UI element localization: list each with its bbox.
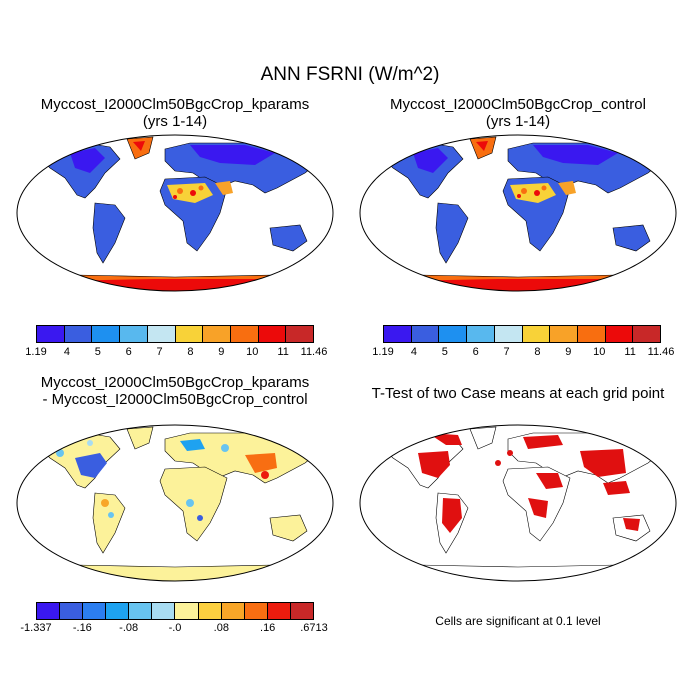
colorbar-swatch <box>147 326 176 342</box>
colorbar-tick-label: -1.337 <box>20 622 52 634</box>
colorbar-kparams-labels: 1.19 4 5 6 7 8 9 10 11 11.46 <box>25 346 327 360</box>
colorbar-swatch <box>37 603 61 619</box>
panel-title-line1: Myccost_I2000Clm50BgcCrop_kparams <box>40 374 310 391</box>
colorbar-swatch <box>550 326 578 342</box>
colorbar-tick-label: 7 <box>156 346 163 358</box>
colorbar-swatch <box>230 326 259 342</box>
colorbar-control-labels: 1.19 4 5 6 7 8 9 10 11 11.46 <box>372 346 674 360</box>
colorbar-difference-labels: -1.337 -.16 -.08 -.0 .08 .16 .6713 <box>20 622 327 636</box>
colorbar-swatch <box>286 326 314 342</box>
colorbar-tick-label: 9 <box>565 346 572 358</box>
colorbar-tick-label: 10 <box>246 346 259 358</box>
colorbar-swatch <box>577 326 606 342</box>
map-control <box>359 134 677 292</box>
colorbar-swatch <box>633 326 661 342</box>
colorbar-kparams <box>36 325 314 343</box>
colorbar-tick-label: 9 <box>218 346 225 358</box>
colorbar-tick-label: -.08 <box>119 622 139 634</box>
colorbar-swatch <box>106 603 130 619</box>
colorbar-swatch <box>605 326 634 342</box>
colorbar-tick-label: 7 <box>503 346 510 358</box>
colorbar-tick-label: 4 <box>63 346 70 358</box>
colorbar-swatch <box>384 326 412 342</box>
colorbar-swatch <box>494 326 523 342</box>
colorbar-swatch <box>439 326 468 342</box>
colorbar-swatch <box>60 603 84 619</box>
colorbar-swatch <box>267 603 291 619</box>
colorbar-difference <box>36 602 314 620</box>
colorbar-tick-label: 1.19 <box>372 346 394 358</box>
map-ttest <box>359 424 677 582</box>
colorbar-swatch <box>64 326 93 342</box>
colorbar-swatch <box>221 603 245 619</box>
significance-note: Cells are significant at 0.1 level <box>435 614 601 628</box>
colorbar-swatch <box>258 326 287 342</box>
map-difference <box>16 424 334 582</box>
colorbar-swatch <box>244 603 268 619</box>
colorbar-tick-label: 6 <box>472 346 479 358</box>
panel-title-kparams: Myccost_I2000Clm50BgcCrop_kparams (yrs 1… <box>15 96 335 130</box>
panel-title-ttest: T-Test of two Case means at each grid po… <box>371 385 665 402</box>
colorbar-swatch <box>37 326 65 342</box>
panel-title-line1: Myccost_I2000Clm50BgcCrop_control <box>390 96 646 113</box>
colorbar-tick-label: .6713 <box>300 622 328 634</box>
colorbar-swatch <box>152 603 176 619</box>
colorbar-swatch <box>129 603 153 619</box>
colorbar-tick-label: 1.19 <box>25 346 47 358</box>
colorbar-tick-label: 8 <box>534 346 541 358</box>
colorbar-tick-label: 8 <box>187 346 194 358</box>
colorbar-tick-label: 5 <box>94 346 101 358</box>
panel-title-line2: (yrs 1-14) <box>485 113 551 130</box>
figure-title: ANN FSRNI (W/m^2) <box>260 64 440 85</box>
colorbar-tick-label: 5 <box>441 346 448 358</box>
colorbar-tick-label: -.0 <box>168 622 182 634</box>
map-kparams <box>16 134 334 292</box>
colorbar-swatch <box>120 326 148 342</box>
colorbar-swatch <box>175 603 199 619</box>
colorbar-swatch <box>198 603 222 619</box>
panel-title-line2: - Myccost_I2000Clm50BgcCrop_control <box>42 391 308 408</box>
colorbar-tick-label: 10 <box>593 346 606 358</box>
colorbar-tick-label: 6 <box>125 346 132 358</box>
colorbar-tick-label: .08 <box>213 622 229 634</box>
colorbar-tick-label: .16 <box>260 622 276 634</box>
panel-title-line1: Myccost_I2000Clm50BgcCrop_kparams <box>40 96 310 113</box>
colorbar-tick-label: 11 <box>624 346 636 358</box>
colorbar-swatch <box>175 326 204 342</box>
colorbar-swatch <box>467 326 495 342</box>
colorbar-tick-label: -.16 <box>72 622 92 634</box>
colorbar-swatch <box>411 326 440 342</box>
colorbar-tick-label: 11 <box>277 346 289 358</box>
colorbar-swatch <box>83 603 107 619</box>
panel-title-difference: Myccost_I2000Clm50BgcCrop_kparams - Mycc… <box>15 374 335 408</box>
colorbar-tick-label: 11.46 <box>647 346 675 358</box>
colorbar-control <box>383 325 661 343</box>
panel-title-control: Myccost_I2000Clm50BgcCrop_control (yrs 1… <box>358 96 678 130</box>
colorbar-tick-label: 11.46 <box>300 346 328 358</box>
colorbar-swatch <box>92 326 121 342</box>
panel-title-line2: (yrs 1-14) <box>142 113 208 130</box>
colorbar-swatch <box>522 326 551 342</box>
colorbar-swatch <box>203 326 231 342</box>
colorbar-tick-label: 4 <box>410 346 417 358</box>
colorbar-swatch <box>290 603 313 619</box>
